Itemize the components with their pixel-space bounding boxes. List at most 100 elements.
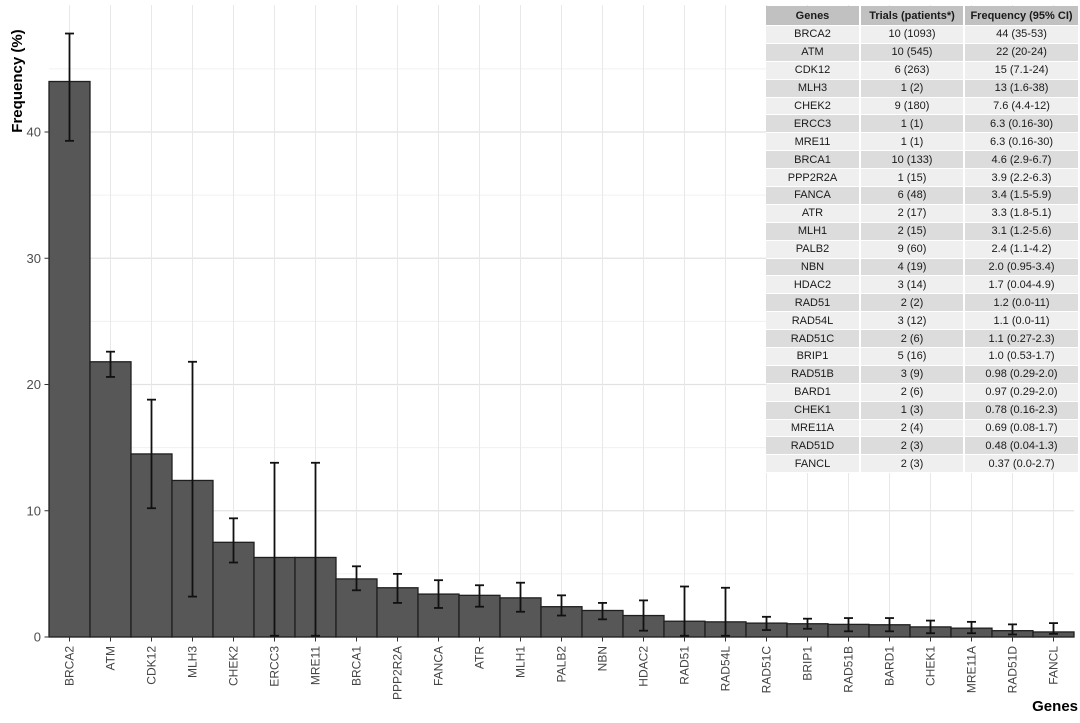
x-tick-label-BRCA1: BRCA1 — [350, 646, 364, 686]
table-cell: 1.1 (0.0-11) — [964, 311, 1078, 331]
x-tick-label-MLH1: MLH1 — [514, 646, 528, 678]
table-cell: BRIP1 — [766, 347, 861, 366]
table-row: BRIP1 5 (16) 1.0 (0.53-1.7) — [766, 347, 1078, 366]
y-tick-label: 30 — [27, 251, 41, 266]
table-cell: MLH3 — [766, 79, 861, 98]
table-cell: HDAC2 — [766, 275, 861, 295]
x-tick-label-FANCA: FANCA — [432, 646, 446, 686]
x-tick-label-FANCL: FANCL — [1047, 646, 1061, 685]
table-cell: RAD51B — [766, 365, 861, 384]
x-tick-label-RAD51: RAD51 — [678, 646, 692, 685]
table-cell: 0.98 (0.29-2.0) — [964, 365, 1078, 384]
bar-BRCA2 — [48, 80, 91, 638]
table-cell: 10 (1093) — [860, 25, 965, 44]
table-row: RAD51C 2 (6) 1.1 (0.27-2.3) — [766, 329, 1078, 349]
x-tick-label-RAD51C: RAD51C — [760, 646, 774, 694]
table-cell: RAD51D — [766, 436, 861, 456]
table-cell: 5 (16) — [860, 347, 965, 366]
table-cell: 2 (3) — [860, 436, 965, 456]
x-tick-label-CDK12: CDK12 — [145, 646, 159, 685]
table-cell: NBN — [766, 258, 861, 277]
table-row: CHEK1 1 (3) 0.78 (0.16-2.3) — [766, 401, 1078, 420]
table-header-col-2: Trials (patients*) — [860, 6, 965, 26]
table-cell: 3 (14) — [860, 275, 965, 295]
table-row: MRE11A 2 (4) 0.69 (0.08-1.7) — [766, 419, 1078, 438]
table-cell: PALB2 — [766, 240, 861, 259]
table-cell: 4 (19) — [860, 258, 965, 277]
x-tick-label-MRE11: MRE11 — [309, 646, 323, 685]
table-cell: RAD51C — [766, 329, 861, 349]
y-axis-title: Frequency (%) — [9, 29, 26, 133]
x-tick-label-RAD51B: RAD51B — [842, 646, 856, 693]
table-cell: 10 (133) — [860, 150, 965, 170]
table-cell: 7.6 (4.4-12) — [964, 97, 1078, 116]
table-cell: 2 (17) — [860, 204, 965, 223]
table-cell: 1 (2) — [860, 79, 965, 98]
y-tick-label: 40 — [27, 125, 41, 140]
table-cell: 0.37 (0.0-2.7) — [964, 454, 1078, 474]
table-row: FANCA 6 (48) 3.4 (1.5-5.9) — [766, 186, 1078, 205]
table-cell: 3.9 (2.2-6.3) — [964, 168, 1078, 188]
x-tick-label-RAD51D: RAD51D — [1006, 646, 1020, 694]
x-tick-label-PPP2R2A: PPP2R2A — [391, 646, 405, 700]
table-cell: ERCC3 — [766, 114, 861, 134]
table-row: MLH3 1 (2) 13 (1.6-38) — [766, 79, 1078, 98]
table-cell: MLH1 — [766, 222, 861, 241]
x-tick-label-BARD1: BARD1 — [883, 646, 897, 686]
table-row: MLH1 2 (15) 3.1 (1.2-5.6) — [766, 222, 1078, 241]
table-cell: PPP2R2A — [766, 168, 861, 188]
table-cell: RAD51 — [766, 293, 861, 313]
x-axis-title: Genes — [1032, 698, 1078, 715]
table-row: HDAC2 3 (14) 1.7 (0.04-4.9) — [766, 275, 1078, 295]
x-tick-label-BRCA2: BRCA2 — [63, 646, 77, 686]
table-cell: 0.48 (0.04-1.3) — [964, 436, 1078, 456]
bar-ATM — [89, 361, 132, 638]
y-tick-label: 20 — [27, 377, 41, 392]
table-row: RAD51 2 (2) 1.2 (0.0-11) — [766, 293, 1078, 313]
table-cell: 3.3 (1.8-5.1) — [964, 204, 1078, 223]
table-cell: 22 (20-24) — [964, 43, 1078, 62]
x-tick-label-CHEK2: CHEK2 — [227, 646, 241, 686]
table-cell: 10 (545) — [860, 43, 965, 62]
table-cell: 2 (2) — [860, 293, 965, 313]
table-cell: 1 (3) — [860, 401, 965, 420]
table-cell: 3 (9) — [860, 365, 965, 384]
table-cell: 0.97 (0.29-2.0) — [964, 383, 1078, 402]
table-cell: 2.0 (0.95-3.4) — [964, 258, 1078, 277]
y-tick-label: 10 — [27, 503, 41, 518]
table-cell: 1.0 (0.53-1.7) — [964, 347, 1078, 366]
y-tick-label: 0 — [34, 630, 41, 645]
table-cell: 1 (1) — [860, 132, 965, 152]
table-cell: FANCA — [766, 186, 861, 205]
x-tick-label-ATM: ATM — [104, 646, 118, 670]
table-cell: 1.2 (0.0-11) — [964, 293, 1078, 313]
x-tick-label-RAD54L: RAD54L — [719, 646, 733, 692]
table-header-col-3: Frequency (95% CI) — [964, 6, 1078, 26]
table-cell: CHEK2 — [766, 97, 861, 116]
table-cell: 0.69 (0.08-1.7) — [964, 419, 1078, 438]
table-cell: 2 (6) — [860, 329, 965, 349]
x-tick-label-NBN: NBN — [596, 646, 610, 671]
table-cell: BRCA2 — [766, 25, 861, 44]
table-cell: ATM — [766, 43, 861, 62]
table-row: PALB2 9 (60) 2.4 (1.1-4.2) — [766, 240, 1078, 259]
table-cell: 15 (7.1-24) — [964, 61, 1078, 80]
table-cell: 2 (3) — [860, 454, 965, 474]
table-cell: 9 (60) — [860, 240, 965, 259]
x-tick-label-MRE11A: MRE11A — [965, 646, 979, 693]
table-row: RAD51D 2 (3) 0.48 (0.04-1.3) — [766, 436, 1078, 456]
table-cell: 6 (263) — [860, 61, 965, 80]
table-row: ATR 2 (17) 3.3 (1.8-5.1) — [766, 204, 1078, 223]
table-cell: 1.1 (0.27-2.3) — [964, 329, 1078, 349]
table-cell: CHEK1 — [766, 401, 861, 420]
table-cell: BRCA1 — [766, 150, 861, 170]
table-row: ATM 10 (545) 22 (20-24) — [766, 43, 1078, 62]
table-row: CDK12 6 (263) 15 (7.1-24) — [766, 61, 1078, 80]
table-cell: FANCL — [766, 454, 861, 474]
x-tick-label-MLH3: MLH3 — [186, 646, 200, 678]
table-cell: 3.4 (1.5-5.9) — [964, 186, 1078, 205]
table-cell: 6.3 (0.16-30) — [964, 114, 1078, 134]
table-row: BRCA1 10 (133) 4.6 (2.9-6.7) — [766, 150, 1078, 170]
table-header-col-1: Genes — [766, 6, 861, 26]
table-cell: 6.3 (0.16-30) — [964, 132, 1078, 152]
